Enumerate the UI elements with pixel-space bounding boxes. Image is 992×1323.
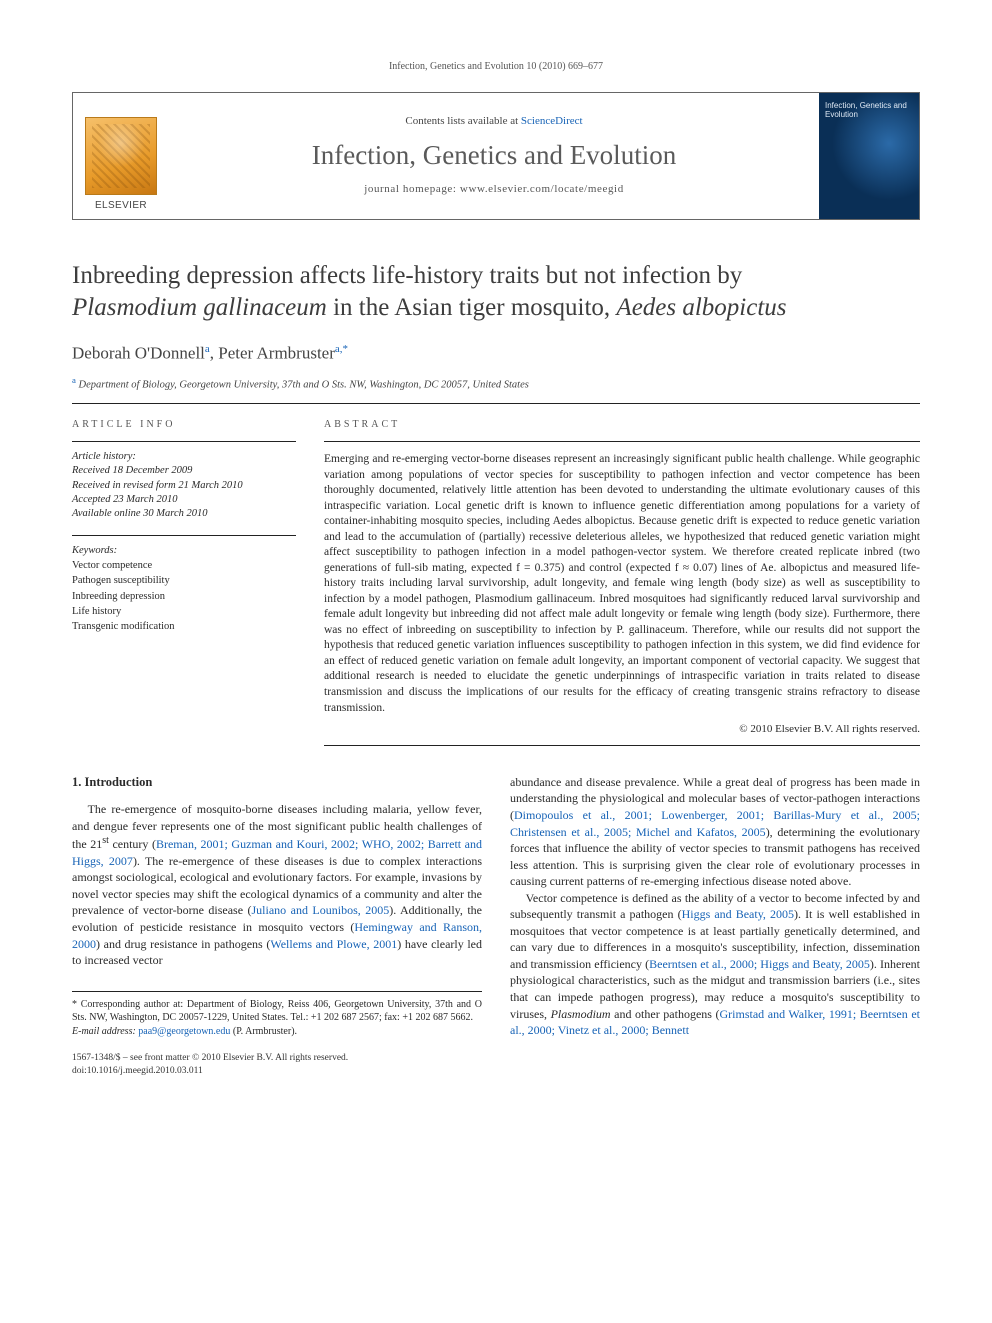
abstract: ABSTRACT Emerging and re-emerging vector… (324, 418, 920, 746)
title-line1: Inbreeding depression affects life-histo… (72, 262, 742, 289)
journal-cover-thumb: Infection, Genetics and Evolution (819, 93, 919, 219)
author-list: Deborah O'Donnella, Peter Armbrustera,* (72, 342, 920, 366)
footer-issn: 1567-1348/$ – see front matter © 2010 El… (72, 1052, 482, 1065)
body-col-left: 1. Introduction The re-emergence of mosq… (72, 774, 482, 1078)
section-heading: 1. Introduction (72, 774, 482, 791)
title-species1: Plasmodium gallinaceum (72, 294, 327, 321)
keyword: Inbreeding depression (72, 590, 296, 604)
email-label: E-mail address: (72, 1026, 136, 1037)
body-col-right: abundance and disease prevalence. While … (510, 774, 920, 1078)
paragraph: abundance and disease prevalence. While … (510, 774, 920, 890)
keyword: Pathogen susceptibility (72, 574, 296, 588)
article-info: ARTICLE INFO Article history: Received 1… (72, 418, 296, 634)
history-item: Available online 30 March 2010 (72, 507, 296, 521)
article-history: Article history: Received 18 December 20… (72, 450, 296, 521)
author-2-aff: a,* (335, 343, 348, 355)
homepage-url[interactable]: www.elsevier.com/locate/meegid (460, 183, 624, 195)
aff-marker: a (72, 375, 76, 385)
abstract-rule (324, 441, 920, 442)
homepage-prefix: journal homepage: (364, 183, 460, 195)
elsevier-tree-icon (85, 117, 157, 195)
email-link[interactable]: paa9@georgetown.edu (138, 1026, 230, 1037)
publisher-block: ELSEVIER (73, 93, 169, 219)
cover-title: Infection, Genetics and Evolution (825, 101, 913, 119)
keywords-label: Keywords: (72, 544, 296, 558)
keyword: Vector competence (72, 559, 296, 573)
abstract-label: ABSTRACT (324, 418, 920, 432)
history-item: Accepted 23 March 2010 (72, 493, 296, 507)
keyword: Life history (72, 605, 296, 619)
body-columns: 1. Introduction The re-emergence of mosq… (72, 774, 920, 1078)
running-header: Infection, Genetics and Evolution 10 (20… (72, 60, 920, 74)
sciencedirect-link[interactable]: ScienceDirect (521, 115, 583, 127)
info-rule (72, 441, 296, 442)
author-2: Peter Armbruster (218, 343, 335, 362)
journal-masthead: ELSEVIER Contents lists available at Sci… (72, 92, 920, 220)
contents-prefix: Contents lists available at (405, 115, 520, 127)
email-who: (P. Armbruster). (233, 1026, 297, 1037)
keywords: Keywords: Vector competence Pathogen sus… (72, 544, 296, 634)
footnote-block: * Corresponding author at: Department of… (72, 991, 482, 1039)
corresponding-note: * Corresponding author at: Department of… (72, 998, 482, 1025)
contents-line: Contents lists available at ScienceDirec… (177, 114, 811, 129)
article-title: Inbreeding depression affects life-histo… (72, 260, 920, 324)
rule-top (72, 403, 920, 404)
paragraph: Vector competence is defined as the abil… (510, 890, 920, 1039)
footer-doi: doi:10.1016/j.meegid.2010.03.011 (72, 1065, 482, 1078)
abstract-bottom-rule (324, 745, 920, 746)
aff-text: Department of Biology, Georgetown Univer… (79, 380, 529, 391)
history-label: Article history: (72, 450, 296, 464)
author-1-aff: a (205, 343, 210, 355)
paragraph: The re-emergence of mosquito-borne disea… (72, 801, 482, 968)
author-1: Deborah O'Donnell (72, 343, 205, 362)
email-line: E-mail address: paa9@georgetown.edu (P. … (72, 1025, 482, 1039)
history-item: Received in revised form 21 March 2010 (72, 479, 296, 493)
history-item: Received 18 December 2009 (72, 464, 296, 478)
title-species2: Aedes albopictus (616, 294, 786, 321)
title-mid: in the Asian tiger mosquito, (327, 294, 617, 321)
info-rule2 (72, 535, 296, 536)
abstract-text: Emerging and re-emerging vector-borne di… (324, 452, 920, 716)
publisher-label: ELSEVIER (95, 199, 147, 213)
copyright: © 2010 Elsevier B.V. All rights reserved… (324, 722, 920, 737)
journal-name: Infection, Genetics and Evolution (177, 137, 811, 173)
homepage-line: journal homepage: www.elsevier.com/locat… (177, 182, 811, 197)
keyword: Transgenic modification (72, 620, 296, 634)
article-info-label: ARTICLE INFO (72, 418, 296, 432)
masthead-center: Contents lists available at ScienceDirec… (169, 93, 819, 219)
affiliation: a Department of Biology, Georgetown Univ… (72, 375, 920, 393)
